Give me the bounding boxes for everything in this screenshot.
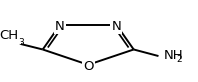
Text: N: N [111, 20, 121, 33]
Text: 2: 2 [177, 55, 182, 64]
Text: N: N [55, 20, 65, 33]
Text: 3: 3 [18, 38, 24, 47]
Text: NH: NH [164, 49, 183, 62]
Text: CH: CH [0, 29, 19, 42]
Text: O: O [83, 60, 93, 73]
